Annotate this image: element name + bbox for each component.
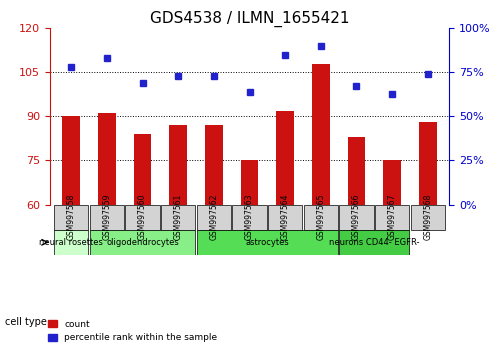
FancyBboxPatch shape [197, 230, 338, 255]
Bar [347, 137, 365, 205]
FancyBboxPatch shape [90, 205, 124, 230]
Text: GSM997560: GSM997560 [138, 194, 147, 240]
Bar [62, 116, 80, 205]
Text: GSM997566: GSM997566 [352, 194, 361, 240]
FancyBboxPatch shape [233, 205, 266, 230]
Bar [276, 110, 294, 205]
Text: GSM997559: GSM997559 [102, 194, 111, 240]
Text: astrocytes: astrocytes [246, 238, 289, 247]
Text: neural rosettes: neural rosettes [39, 238, 103, 247]
FancyBboxPatch shape [268, 205, 302, 230]
FancyBboxPatch shape [304, 205, 338, 230]
Text: GSM997558: GSM997558 [67, 194, 76, 240]
Bar [383, 160, 401, 205]
FancyBboxPatch shape [411, 205, 445, 230]
FancyBboxPatch shape [339, 230, 409, 255]
FancyBboxPatch shape [197, 205, 231, 230]
Bar [205, 125, 223, 205]
FancyBboxPatch shape [54, 205, 88, 230]
FancyBboxPatch shape [90, 230, 195, 255]
FancyBboxPatch shape [339, 205, 374, 230]
Text: GSM997564: GSM997564 [280, 194, 289, 240]
Text: oligodendrocytes: oligodendrocytes [106, 238, 179, 247]
Text: GSM997563: GSM997563 [245, 194, 254, 240]
Text: GSM997565: GSM997565 [316, 194, 325, 240]
Text: GSM997568: GSM997568 [423, 194, 432, 240]
Legend: count, percentile rank within the sample: count, percentile rank within the sample [44, 316, 221, 346]
Text: cell type: cell type [5, 317, 47, 327]
FancyBboxPatch shape [161, 205, 195, 230]
Title: GDS4538 / ILMN_1655421: GDS4538 / ILMN_1655421 [150, 11, 349, 27]
FancyBboxPatch shape [125, 205, 160, 230]
Bar [134, 134, 152, 205]
FancyBboxPatch shape [375, 205, 409, 230]
Bar [312, 64, 330, 205]
Text: neurons CD44- EGFR-: neurons CD44- EGFR- [329, 238, 420, 247]
FancyBboxPatch shape [54, 230, 88, 255]
Bar [169, 125, 187, 205]
Text: GSM997567: GSM997567 [388, 194, 397, 240]
Bar [241, 160, 258, 205]
Text: GSM997562: GSM997562 [210, 194, 219, 240]
Bar [98, 114, 116, 205]
Text: GSM997561: GSM997561 [174, 194, 183, 240]
Bar [419, 122, 437, 205]
